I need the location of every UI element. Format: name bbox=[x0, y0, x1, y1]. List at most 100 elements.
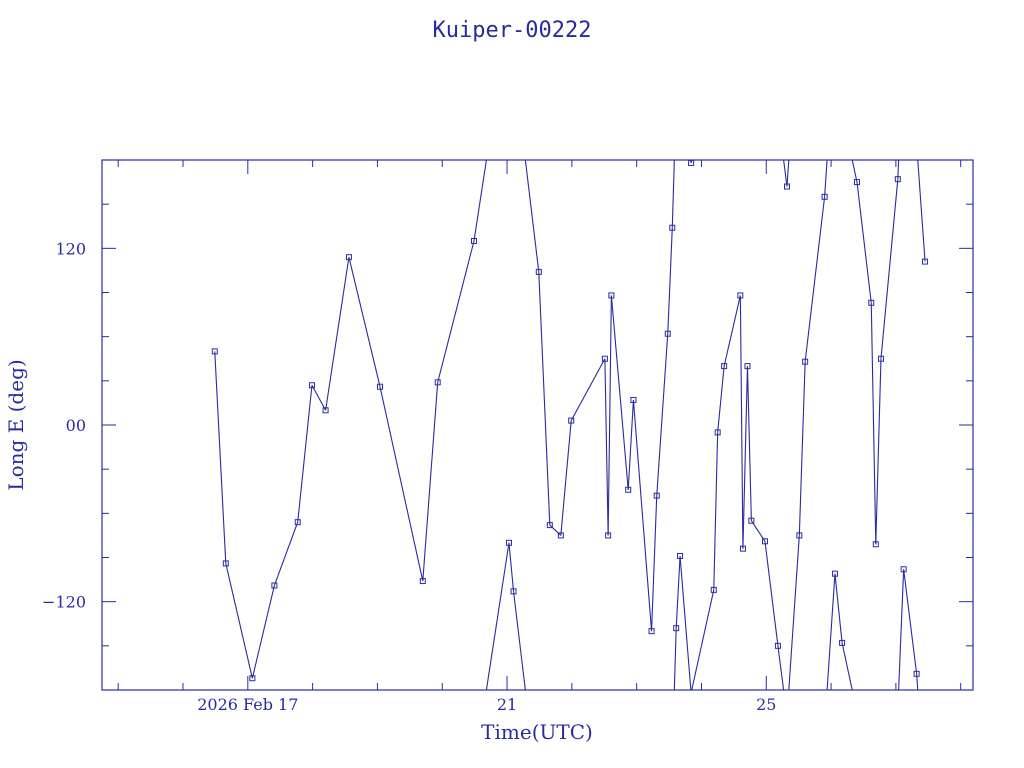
series-segment bbox=[524, 160, 540, 272]
series-segment bbox=[788, 535, 800, 690]
axis-ticks bbox=[102, 160, 973, 690]
series-segment bbox=[851, 160, 858, 183]
series-segment bbox=[690, 160, 692, 163]
data-point bbox=[737, 292, 744, 299]
x-tick-label: 2026 Feb 17 bbox=[197, 695, 298, 714]
series-segment bbox=[880, 179, 899, 359]
x-axis-label: Time(UTC) bbox=[481, 720, 593, 744]
series-segment bbox=[225, 563, 253, 679]
data-point bbox=[211, 348, 218, 355]
data-point bbox=[630, 396, 637, 403]
data-point bbox=[714, 429, 721, 436]
y-tick-label: 00 bbox=[66, 416, 86, 435]
data-point bbox=[922, 258, 929, 265]
chart-title: Kuiper-00222 bbox=[433, 18, 592, 43]
data-point bbox=[839, 639, 846, 646]
series-segment bbox=[746, 366, 752, 521]
data-point bbox=[868, 299, 875, 306]
data-point bbox=[710, 586, 717, 593]
series-segment bbox=[437, 240, 475, 383]
data-point bbox=[546, 522, 553, 529]
series-segment bbox=[875, 358, 882, 545]
data-point bbox=[601, 355, 608, 362]
data-point bbox=[784, 183, 791, 190]
data-point bbox=[510, 588, 517, 595]
series-segment bbox=[841, 642, 853, 690]
series-segment bbox=[671, 160, 675, 228]
series-segment bbox=[764, 541, 779, 646]
series-segment bbox=[723, 295, 741, 367]
data-point bbox=[796, 532, 803, 539]
series-segment bbox=[667, 227, 673, 334]
data-point bbox=[739, 545, 746, 552]
series-segment bbox=[651, 495, 658, 632]
series-segment bbox=[679, 555, 692, 690]
series-segment bbox=[604, 358, 609, 536]
series-segment bbox=[673, 628, 677, 690]
series-segment bbox=[632, 399, 653, 632]
data-point bbox=[605, 532, 612, 539]
series-segment bbox=[870, 302, 877, 545]
series-segment bbox=[917, 160, 926, 262]
series-segment bbox=[916, 673, 919, 690]
data-point bbox=[653, 492, 660, 499]
data-point bbox=[673, 625, 680, 632]
data-point bbox=[271, 582, 278, 589]
series-segment bbox=[903, 569, 918, 674]
data-point bbox=[853, 179, 860, 186]
series-segment bbox=[627, 399, 634, 490]
series-segment bbox=[549, 524, 562, 536]
series-segment bbox=[834, 573, 843, 643]
series-segment bbox=[214, 351, 227, 564]
series-segment bbox=[570, 358, 606, 421]
data-point bbox=[434, 379, 441, 386]
y-tick-label: −120 bbox=[42, 593, 86, 612]
data-point bbox=[505, 539, 512, 546]
series-segment bbox=[422, 382, 439, 582]
data-point bbox=[535, 268, 542, 275]
series-segment bbox=[742, 366, 749, 549]
series-segment bbox=[826, 573, 836, 690]
data-point bbox=[625, 486, 632, 493]
series-segment bbox=[311, 384, 327, 411]
series-segment bbox=[512, 591, 526, 690]
data-point bbox=[721, 363, 728, 370]
series-segment bbox=[508, 542, 515, 592]
series-segment bbox=[897, 160, 900, 180]
data-point bbox=[322, 407, 329, 414]
x-tick-label: 21 bbox=[497, 695, 517, 714]
y-axis-label: Long E (deg) bbox=[4, 359, 28, 490]
data-point bbox=[900, 566, 907, 573]
data-point bbox=[222, 560, 229, 567]
series-segment bbox=[898, 569, 905, 690]
series-segment bbox=[656, 333, 669, 496]
data-point bbox=[648, 628, 655, 635]
data-point bbox=[774, 642, 781, 649]
x-tick-label: 25 bbox=[756, 695, 776, 714]
series-segment bbox=[297, 385, 313, 523]
data-point bbox=[748, 517, 755, 524]
data-point bbox=[677, 553, 684, 560]
data-point bbox=[761, 538, 768, 545]
y-tick-labels: −120 00 120 bbox=[42, 239, 86, 611]
series-segment bbox=[856, 182, 872, 303]
series-segment bbox=[348, 257, 381, 387]
series-segment bbox=[798, 361, 806, 536]
data-point bbox=[913, 670, 920, 677]
series-segment bbox=[717, 366, 725, 433]
data-point bbox=[249, 675, 256, 682]
plot-frame bbox=[101, 159, 974, 691]
data-point bbox=[568, 417, 575, 424]
series-segment bbox=[777, 645, 785, 690]
data-point bbox=[557, 532, 564, 539]
data-point bbox=[419, 578, 426, 585]
data-point bbox=[877, 355, 884, 362]
data-point bbox=[664, 330, 671, 337]
series-segment bbox=[675, 555, 681, 629]
data-point bbox=[744, 363, 751, 370]
series-segment bbox=[690, 160, 693, 164]
series-segment bbox=[473, 160, 487, 242]
data-point bbox=[377, 383, 384, 390]
data-point bbox=[872, 541, 879, 548]
